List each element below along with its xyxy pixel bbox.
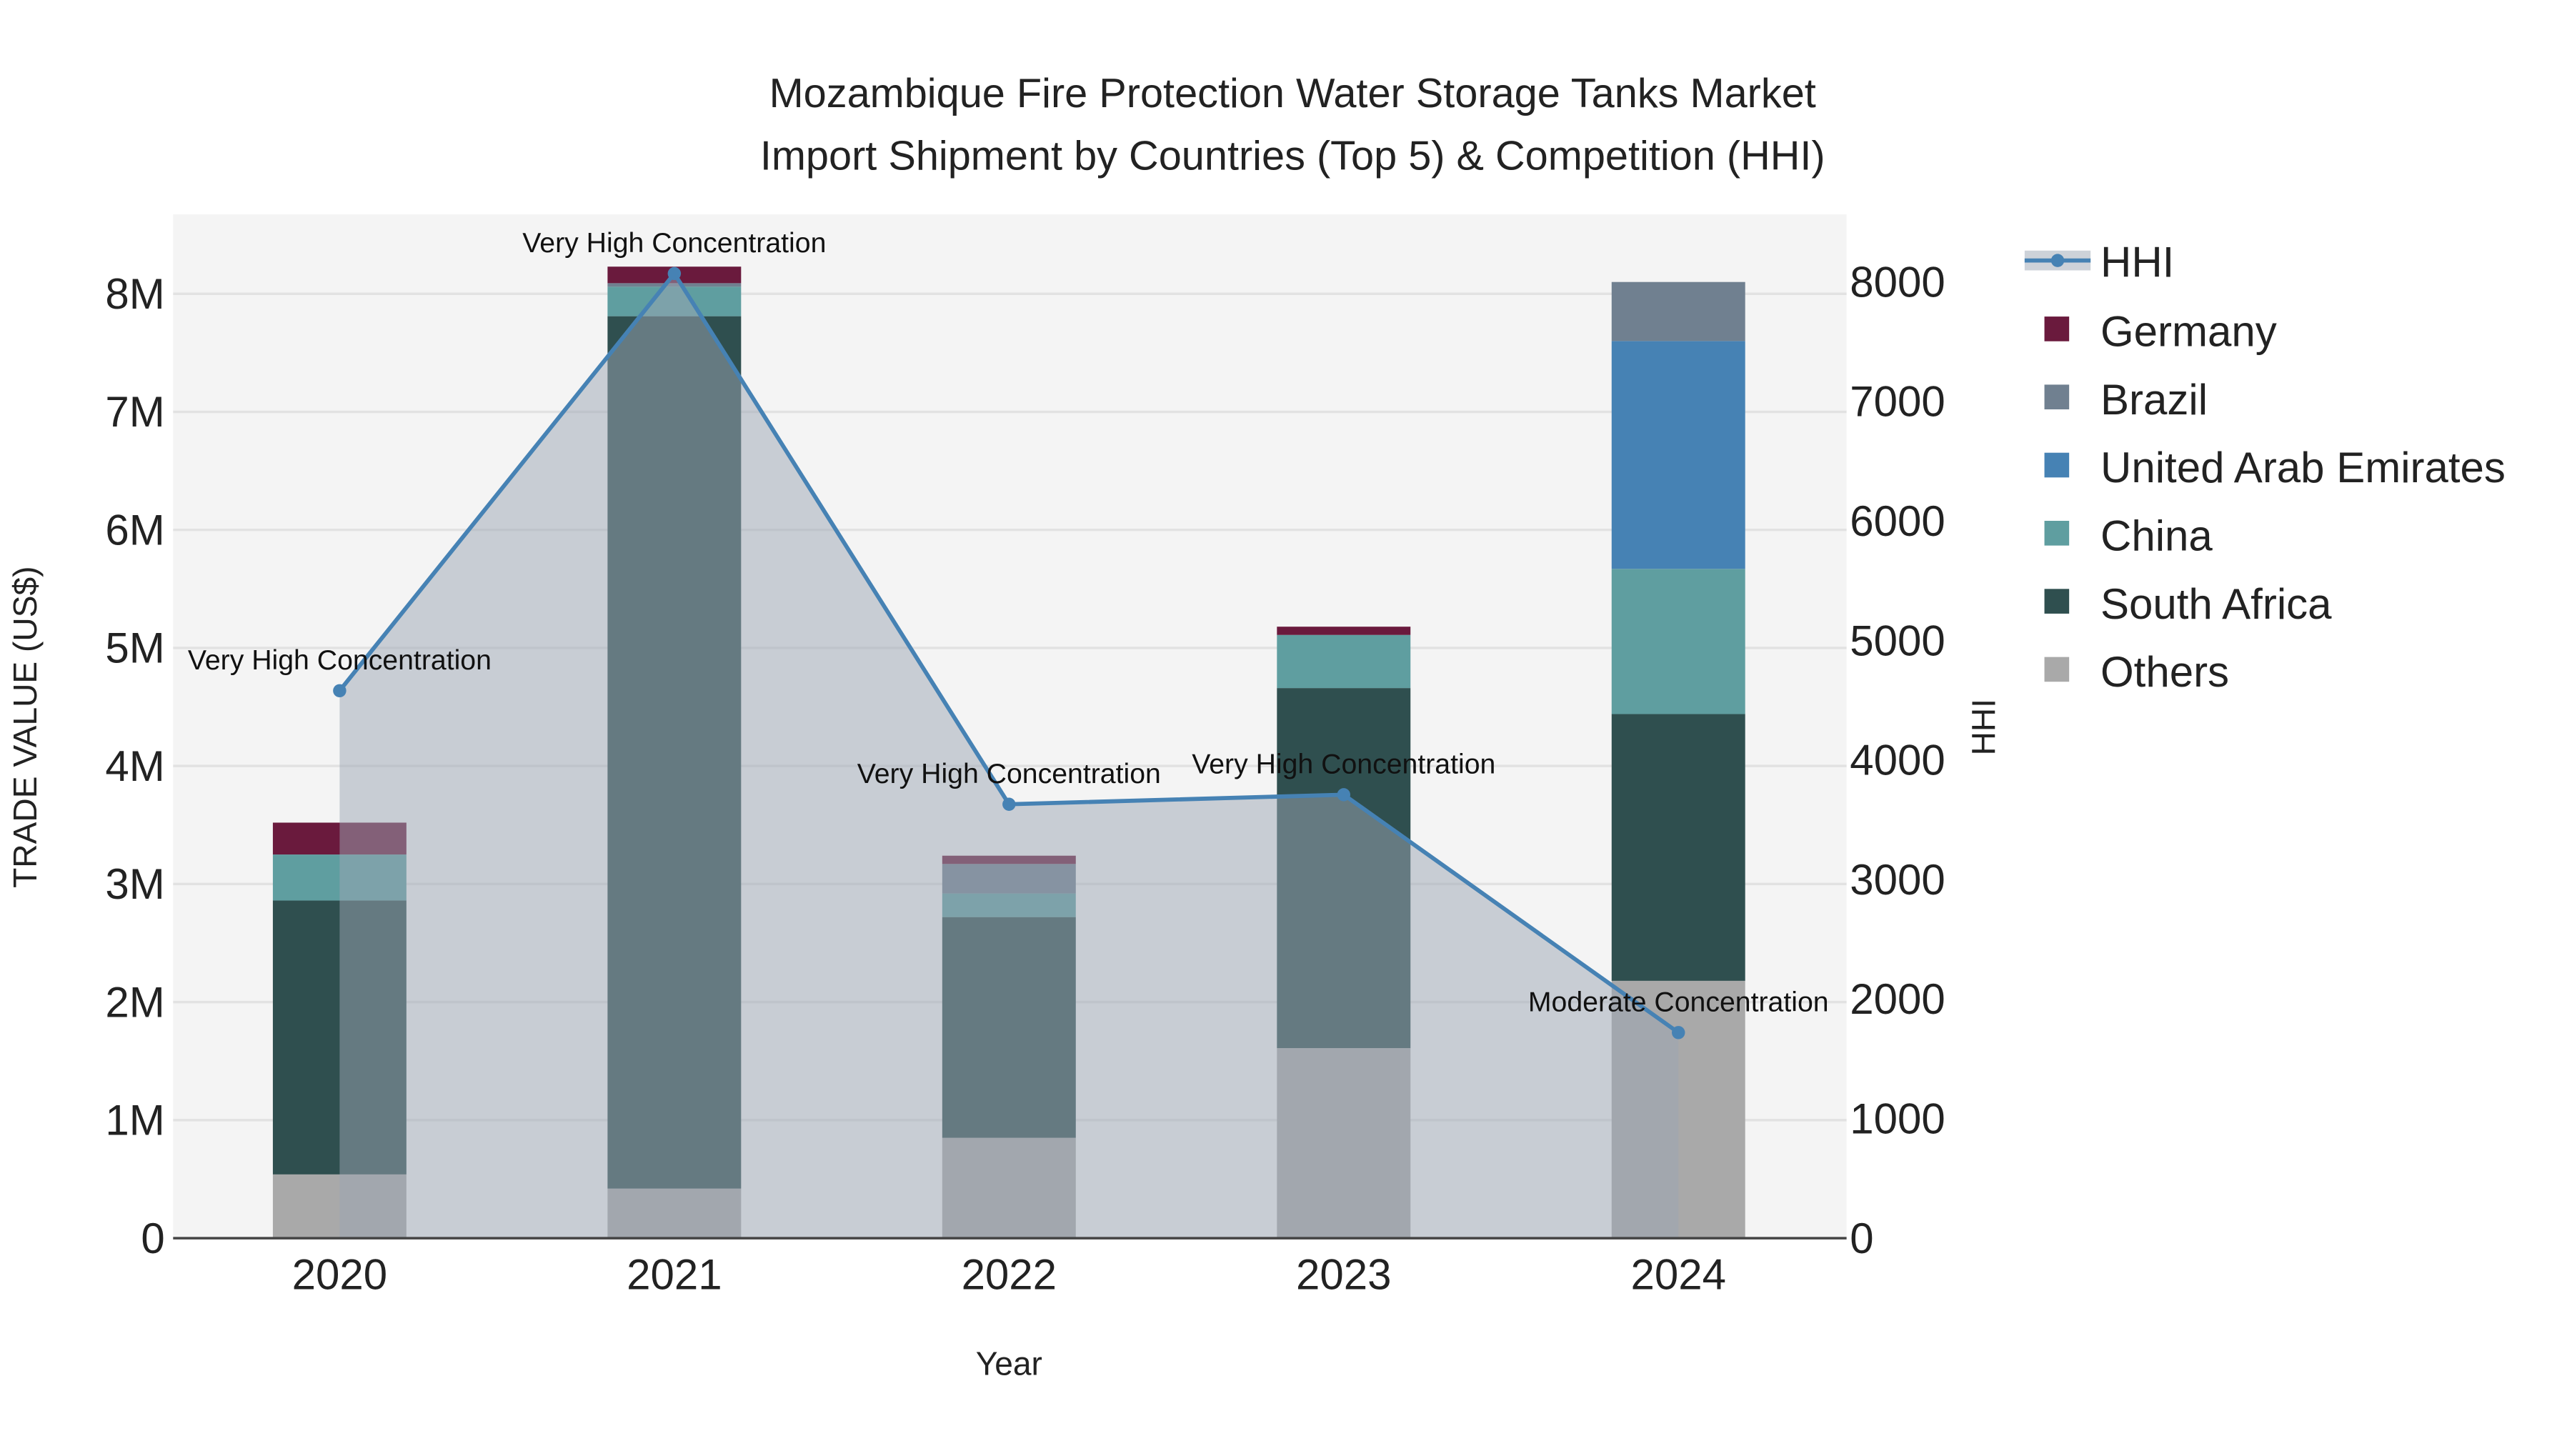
hhi-point-2021 — [667, 266, 682, 281]
y2-axis-title: HHI — [1965, 699, 2002, 755]
x-tick-label: 2020 — [292, 1251, 387, 1299]
y2-tick-label: 0 — [1850, 1215, 1873, 1262]
legend-item-others[interactable]: Others — [2044, 648, 2230, 696]
x-tick-label: 2023 — [1296, 1251, 1391, 1299]
legend-item-south-africa[interactable]: South Africa — [2044, 580, 2333, 628]
bar-china-2024 — [1611, 569, 1745, 714]
legend-label: Brazil — [2100, 376, 2208, 424]
legend-swatch — [2044, 521, 2070, 546]
y-axis-title: TRADE VALUE (US$) — [6, 567, 44, 888]
y-tick-label: 4M — [105, 742, 164, 790]
y2-tick-label: 5000 — [1850, 617, 1945, 664]
bar-south-africa-2024 — [1611, 714, 1745, 981]
hhi-annotation: Very High Concentration — [857, 758, 1161, 789]
bar-germany-2023 — [1277, 627, 1411, 635]
legend-item-germany[interactable]: Germany — [2044, 308, 2277, 356]
y2-tick-label: 6000 — [1850, 497, 1945, 545]
hhi-point-2020 — [333, 684, 347, 698]
x-tick-label: 2022 — [962, 1251, 1057, 1299]
y2-tick-label: 3000 — [1850, 856, 1945, 904]
legend-item-china[interactable]: China — [2044, 512, 2213, 560]
x-tick-label: 2021 — [627, 1251, 722, 1299]
legend-label: United Arab Emirates — [2100, 444, 2506, 492]
hhi-area — [339, 273, 1679, 1239]
x-axis-title: Year — [976, 1345, 1042, 1382]
y-tick-label: 6M — [105, 506, 164, 554]
hhi-annotation: Very High Concentration — [522, 227, 826, 259]
chart-title-line2: Import Shipment by Countries (Top 5) & C… — [760, 134, 1825, 179]
bar-united-arab-emirates-2024 — [1611, 341, 1745, 569]
y-tick-label: 2M — [105, 978, 164, 1026]
hhi-annotation: Moderate Concentration — [1528, 986, 1829, 1017]
y-tick-label: 5M — [105, 624, 164, 672]
y-tick-label: 0 — [141, 1215, 164, 1262]
hhi-annotation: Very High Concentration — [188, 644, 492, 676]
hhi-annotation: Very High Concentration — [1192, 748, 1495, 779]
y2-tick-label: 7000 — [1850, 378, 1945, 426]
legend-item-united-arab-emirates[interactable]: United Arab Emirates — [2044, 444, 2506, 492]
legend-marker-hhi — [2050, 254, 2065, 267]
legend-item-brazil[interactable]: Brazil — [2044, 376, 2208, 424]
bar-china-2023 — [1277, 634, 1411, 689]
hhi-point-2024 — [1672, 1026, 1685, 1039]
hhi-point-2023 — [1337, 788, 1351, 802]
legend-swatch — [2044, 589, 2070, 614]
y2-tick-label: 1000 — [1850, 1095, 1945, 1143]
legend-swatch — [2044, 657, 2070, 682]
legend-label: Germany — [2100, 308, 2277, 356]
y-tick-label: 8M — [105, 270, 164, 318]
y2-tick-label: 4000 — [1850, 737, 1945, 784]
y2-tick-label: 8000 — [1850, 258, 1945, 306]
legend-label: China — [2100, 512, 2213, 560]
legend-label: South Africa — [2100, 580, 2332, 628]
legend-label: HHI — [2100, 239, 2174, 286]
bar-brazil-2024 — [1611, 281, 1745, 341]
legend-swatch — [2044, 384, 2070, 410]
legend-item-hhi[interactable]: HHI — [2024, 239, 2174, 286]
legend-swatch — [2044, 452, 2070, 478]
y2-tick-label: 2000 — [1850, 975, 1945, 1023]
legend-label: Others — [2100, 648, 2229, 696]
y-tick-label: 7M — [105, 388, 164, 436]
y-tick-label: 1M — [105, 1097, 164, 1145]
legend-swatch — [2044, 316, 2070, 341]
y-tick-label: 3M — [105, 860, 164, 908]
hhi-point-2022 — [1002, 797, 1016, 811]
chart-title-line1: Mozambique Fire Protection Water Storage… — [769, 71, 1816, 116]
x-tick-label: 2024 — [1630, 1251, 1725, 1299]
